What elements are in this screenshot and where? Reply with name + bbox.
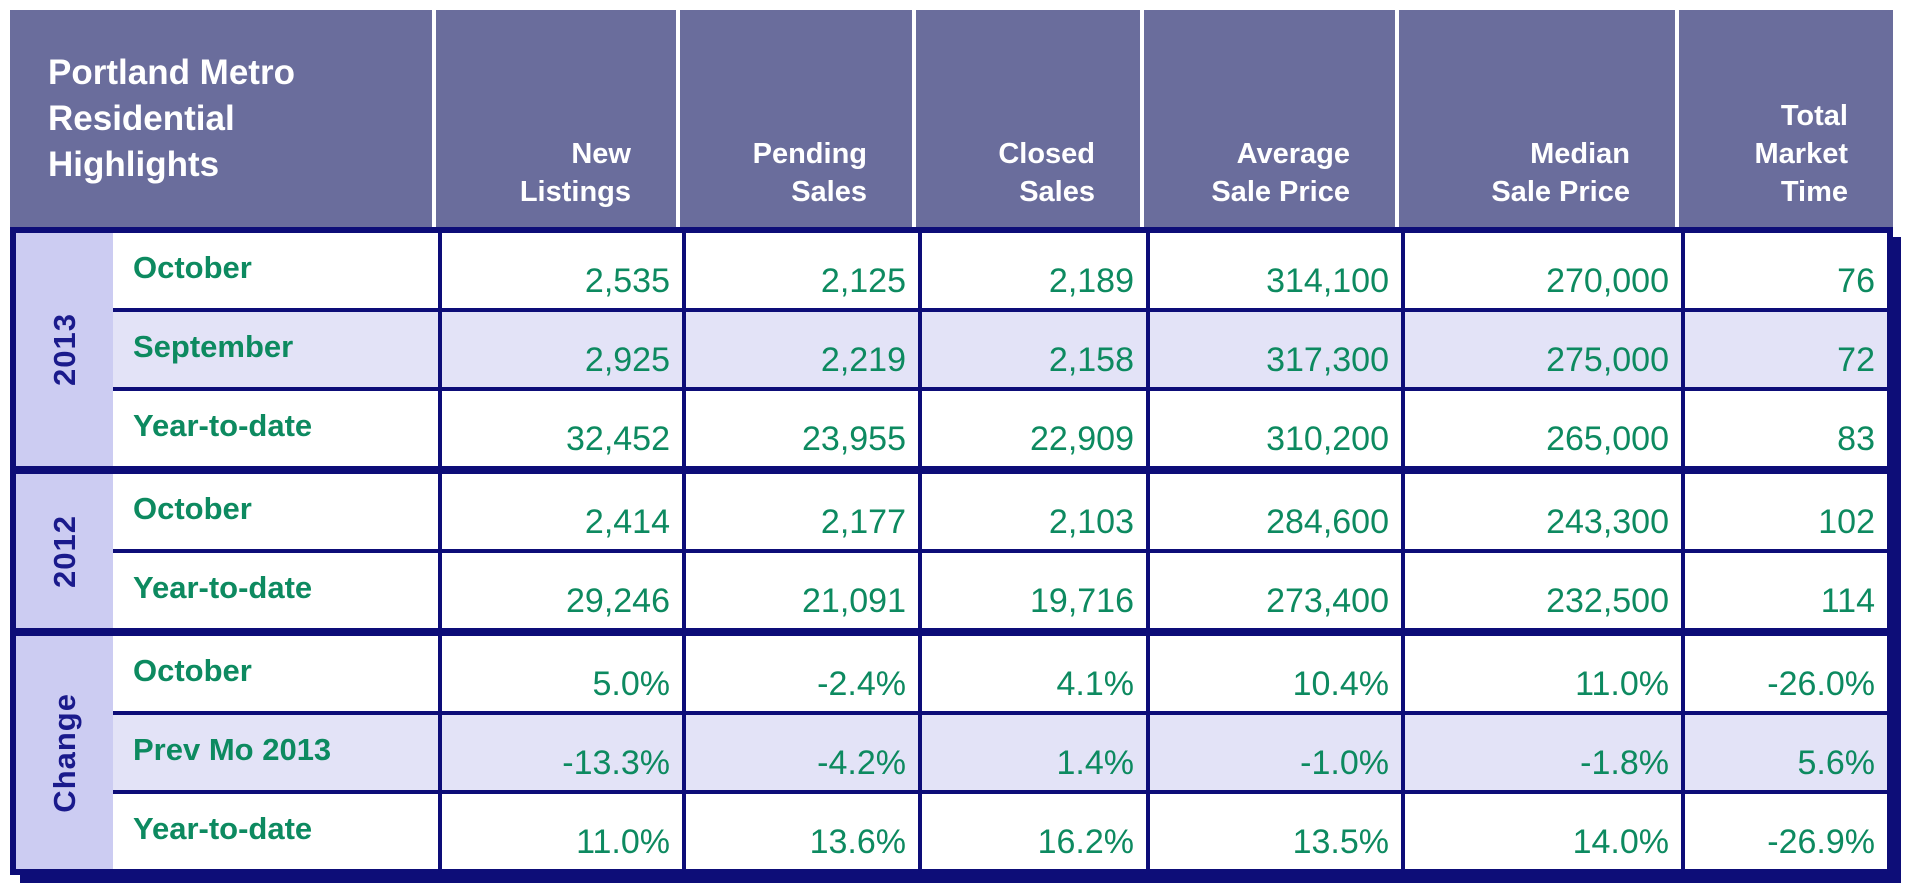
cell-value: 13.5%: [1146, 794, 1401, 869]
table-row: September 2,925 2,219 2,158 317,300 275,…: [113, 308, 1887, 387]
cell-value: 273,400: [1146, 553, 1401, 628]
cell-value: 310,200: [1146, 391, 1401, 466]
cell-value: 32,452: [438, 391, 682, 466]
cell-value: 284,600: [1146, 474, 1401, 549]
cell-value: 2,414: [438, 474, 682, 549]
row-label: Prev Mo 2013: [133, 731, 332, 767]
year-group-label: 2013: [16, 233, 113, 466]
table-row: October 2,535 2,125 2,189 314,100 270,00…: [113, 233, 1887, 308]
table-row: Year-to-date 11.0% 13.6% 16.2% 13.5% 14.…: [113, 790, 1887, 869]
cell-value: 76: [1681, 233, 1887, 308]
year-group-label: Change: [16, 636, 113, 869]
cell-value: -26.0%: [1681, 636, 1887, 711]
column-header-new-listings: New Listings: [432, 10, 676, 227]
year-group-label: 2012: [16, 474, 113, 628]
cell-value: -2.4%: [682, 636, 918, 711]
column-header-total-market-time: Total Market Time: [1675, 10, 1893, 227]
cell-value: 243,300: [1401, 474, 1681, 549]
cell-value: 275,000: [1401, 312, 1681, 387]
row-label: Year-to-date: [133, 407, 313, 443]
cell-value: -13.3%: [438, 715, 682, 790]
cell-value: 2,535: [438, 233, 682, 308]
table-row: Year-to-date 29,246 21,091 19,716 273,40…: [113, 549, 1887, 628]
table-title: Portland Metro Residential Highlights: [48, 52, 295, 184]
cell-value: 2,158: [918, 312, 1146, 387]
row-label: October: [133, 490, 252, 526]
column-header-median-sale-price: Median Sale Price: [1395, 10, 1675, 227]
cell-value: 2,177: [682, 474, 918, 549]
table-row: Year-to-date 32,452 23,955 22,909 310,20…: [113, 387, 1887, 466]
cell-value: 10.4%: [1146, 636, 1401, 711]
cell-value: 83: [1681, 391, 1887, 466]
cell-value: 2,125: [682, 233, 918, 308]
residential-highlights-table: Portland Metro Residential Highlights Ne…: [10, 10, 1893, 875]
cell-value: 21,091: [682, 553, 918, 628]
cell-value: 13.6%: [682, 794, 918, 869]
row-label: September: [133, 328, 294, 364]
column-header-average-sale-price: Average Sale Price: [1140, 10, 1395, 227]
cell-value: 314,100: [1146, 233, 1401, 308]
cell-value: -4.2%: [682, 715, 918, 790]
section-2012: 2012 October 2,414 2,177 2,103 284,600 2…: [16, 466, 1887, 628]
cell-value: -26.9%: [1681, 794, 1887, 869]
cell-value: 14.0%: [1401, 794, 1681, 869]
cell-value: 2,103: [918, 474, 1146, 549]
cell-value: 114: [1681, 553, 1887, 628]
table-row: October 2,414 2,177 2,103 284,600 243,30…: [113, 474, 1887, 549]
cell-value: 1.4%: [918, 715, 1146, 790]
cell-value: 5.0%: [438, 636, 682, 711]
cell-value: 265,000: [1401, 391, 1681, 466]
cell-value: 29,246: [438, 553, 682, 628]
cell-value: 23,955: [682, 391, 918, 466]
cell-value: -1.0%: [1146, 715, 1401, 790]
cell-value: 16.2%: [918, 794, 1146, 869]
cell-value: 102: [1681, 474, 1887, 549]
cell-value: 11.0%: [438, 794, 682, 869]
table-header: Portland Metro Residential Highlights Ne…: [10, 10, 1893, 227]
cell-value: 72: [1681, 312, 1887, 387]
table-row: October 5.0% -2.4% 4.1% 10.4% 11.0% -26.…: [113, 636, 1887, 711]
cell-value: -1.8%: [1401, 715, 1681, 790]
cell-value: 270,000: [1401, 233, 1681, 308]
cell-value: 11.0%: [1401, 636, 1681, 711]
table-row: Prev Mo 2013 -13.3% -4.2% 1.4% -1.0% -1.…: [113, 711, 1887, 790]
cell-value: 232,500: [1401, 553, 1681, 628]
row-label: October: [133, 249, 252, 285]
cell-value: 19,716: [918, 553, 1146, 628]
row-label: Year-to-date: [133, 569, 313, 605]
cell-value: 2,189: [918, 233, 1146, 308]
cell-value: 317,300: [1146, 312, 1401, 387]
section-change: Change October 5.0% -2.4% 4.1% 10.4% 11.…: [16, 628, 1887, 869]
table-body: 2013 October 2,535 2,125 2,189 314,100 2…: [10, 227, 1893, 875]
cell-value: 22,909: [918, 391, 1146, 466]
cell-value: 2,219: [682, 312, 918, 387]
row-label: Year-to-date: [133, 810, 313, 846]
column-header-closed-sales: Closed Sales: [912, 10, 1140, 227]
cell-value: 5.6%: [1681, 715, 1887, 790]
section-2013: 2013 October 2,535 2,125 2,189 314,100 2…: [16, 233, 1887, 466]
column-header-pending-sales: Pending Sales: [676, 10, 912, 227]
row-label: October: [133, 652, 252, 688]
cell-value: 4.1%: [918, 636, 1146, 711]
cell-value: 2,925: [438, 312, 682, 387]
